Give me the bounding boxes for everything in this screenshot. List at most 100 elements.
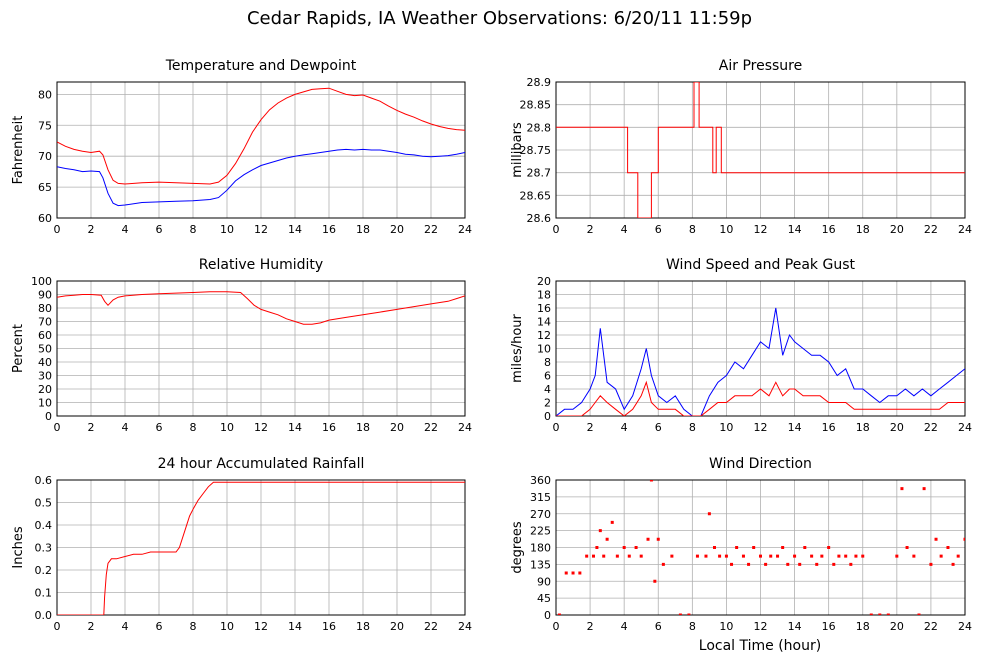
data-point [656,537,660,541]
chart-title: Relative Humidity [199,257,323,273]
x-tick-label: 14 [288,620,302,633]
y-tick-label: 0.3 [35,542,53,555]
plot-frame [56,479,466,616]
data-point [578,571,582,575]
x-tick-label: 8 [190,223,197,236]
plot-frame [555,479,966,616]
y-tick-label: 28.8 [527,121,552,134]
data-point [844,554,848,558]
y-axis-label: millibars [510,122,525,178]
x-tick-label: 10 [719,223,733,236]
x-tick-label: 4 [122,421,129,434]
x-tick-label: 2 [587,421,594,434]
x-tick-label: 24 [458,223,472,236]
page-title: Cedar Rapids, IA Weather Observations: 6… [246,8,753,29]
y-tick-label: 20 [537,275,551,288]
x-tick-label: 0 [54,421,61,434]
x-tick-label: 16 [822,421,836,434]
y-tick-label: 270 [530,508,551,521]
x-tick-label: 22 [924,421,938,434]
plot-frame [555,280,966,417]
y-tick-label: 28.7 [527,167,552,180]
data-point [747,562,751,566]
y-tick-label: 0 [544,410,551,423]
x-tick-label: 18 [356,620,370,633]
x-tick-label: 20 [890,421,904,434]
x-tick-label: 12 [254,620,268,633]
y-tick-label: 16 [537,302,551,315]
chart-title: Wind Speed and Peak Gust [666,257,855,273]
x-tick-label: 24 [458,421,472,434]
data-point [810,554,814,558]
data-point [946,546,950,549]
series-line [57,291,465,325]
y-tick-label: 75 [38,119,52,132]
x-tick-label: 24 [458,620,472,633]
x-tick-label: 6 [655,620,662,633]
x-tick-label: 8 [689,421,696,434]
data-point [610,520,614,524]
y-axis-label: Percent [11,324,26,373]
y-tick-label: 40 [38,356,52,369]
x-tick-label: 4 [122,223,129,236]
x-tick-label: 14 [288,421,302,434]
x-tick-label: 4 [621,421,628,434]
y-tick-label: 0.0 [35,609,53,622]
x-tick-label: 6 [655,421,662,434]
data-point [827,546,831,549]
x-tick-label: 18 [356,223,370,236]
x-tick-label: 4 [621,620,628,633]
x-tick-label: 22 [924,620,938,633]
y-axis-label: degrees [510,521,525,574]
y-tick-label: 80 [38,88,52,101]
y-tick-label: 70 [38,150,52,163]
data-point [854,554,858,558]
y-tick-label: 360 [530,474,551,487]
x-tick-label: 2 [88,620,95,633]
y-tick-label: 100 [31,275,52,288]
data-point [724,554,728,558]
x-tick-label: 12 [754,223,768,236]
x-tick-label: 10 [719,620,733,633]
data-point [951,562,955,566]
series-line [57,481,465,615]
data-point [878,613,882,615]
x-tick-label: 16 [322,421,336,434]
data-point [776,554,780,558]
x-tick-label: 6 [655,223,662,236]
y-tick-label: 10 [537,343,551,356]
y-tick-label: 28.75 [520,144,552,157]
data-point [598,529,602,533]
x-tick-label: 0 [553,421,560,434]
data-point [557,613,561,615]
scatter-series [557,480,965,615]
y-tick-label: 0 [544,609,551,622]
x-tick-label: 16 [822,620,836,633]
chart-title: 24 hour Accumulated Rainfall [158,456,365,472]
y-tick-label: 0.2 [35,564,53,577]
x-tick-label: 6 [156,620,163,633]
data-point [752,546,756,549]
data-point [837,554,841,558]
chart-title: Wind Direction [709,456,812,472]
y-tick-label: 60 [38,212,52,225]
x-tick-label: 14 [788,620,802,633]
data-point [956,554,960,558]
y-tick-label: 28.65 [520,189,552,202]
x-tick-label: 0 [553,620,560,633]
data-point [815,562,819,566]
data-point [849,562,853,566]
x-tick-label: 22 [424,223,438,236]
series-line [556,82,965,218]
series-line [556,380,965,416]
y-tick-label: 14 [537,316,551,329]
x-tick-label: 8 [689,620,696,633]
data-point [730,562,734,566]
data-point [764,562,768,566]
x-tick-label: 4 [621,223,628,236]
data-point [929,562,933,566]
data-point [653,579,657,583]
